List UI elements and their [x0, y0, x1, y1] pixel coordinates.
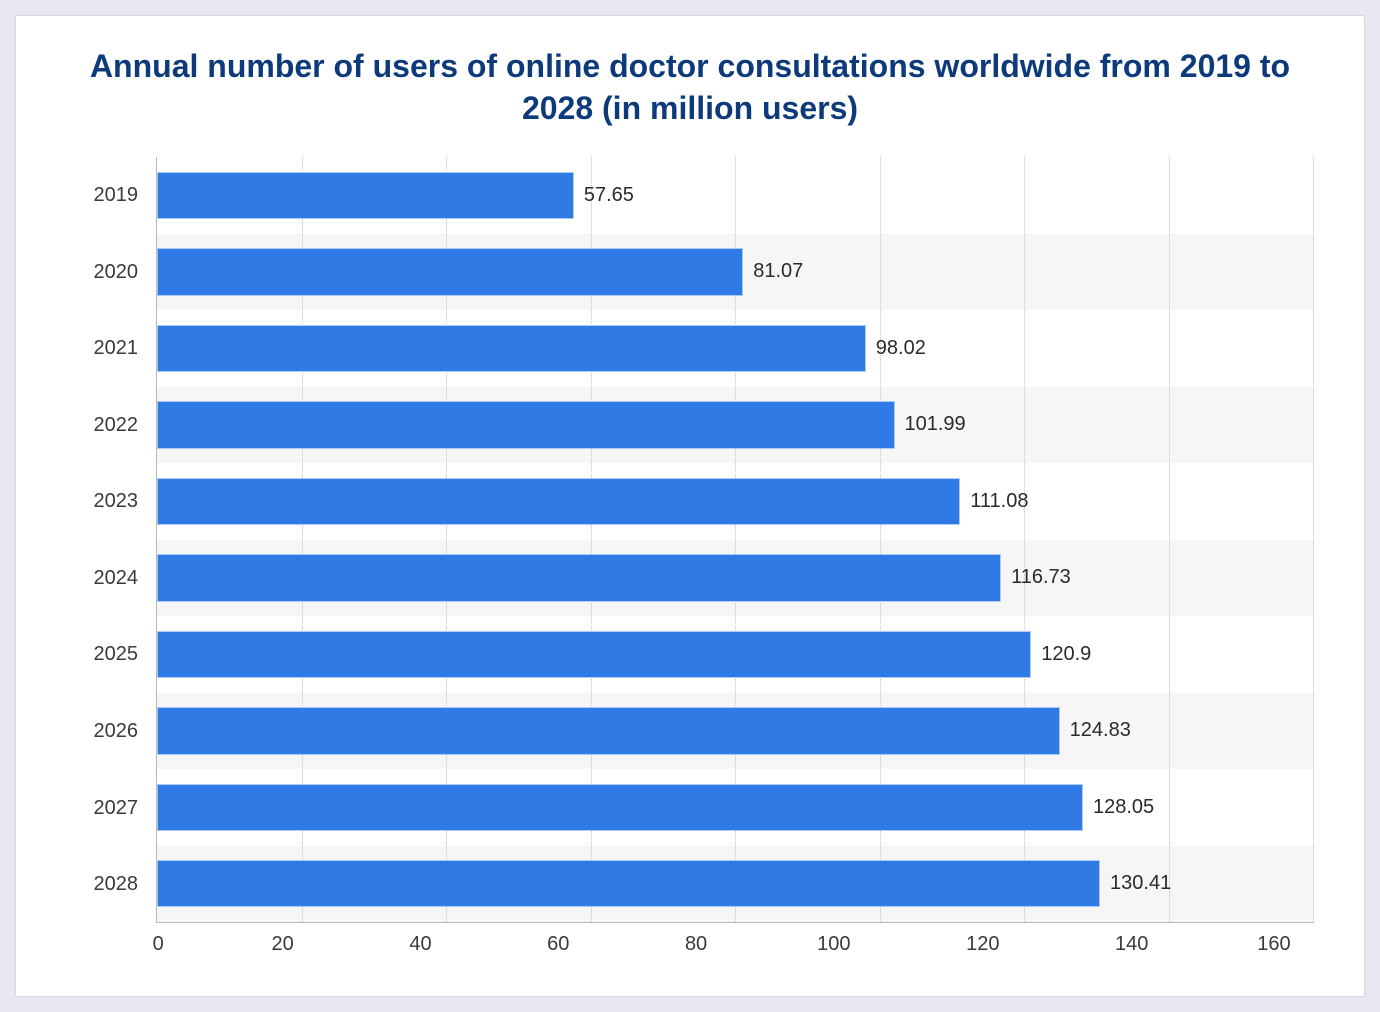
x-axis-tick: 80 — [685, 933, 707, 956]
bar — [157, 784, 1083, 831]
bar — [157, 860, 1100, 907]
bar — [157, 631, 1031, 678]
bar-value-label: 57.65 — [584, 184, 634, 207]
y-axis-label: 2023 — [66, 490, 138, 513]
x-axis-tick: 40 — [409, 933, 431, 956]
bars-area: 2019 2020 2021 2022 2023 2024 2025 2026 2027 2028… — [66, 157, 1314, 923]
bar-row: 57.65 — [157, 157, 1314, 233]
x-axis-tick: 140 — [1115, 933, 1148, 956]
bar-row: 120.9 — [157, 616, 1314, 692]
y-axis-labels: 2019 2020 2021 2022 2023 2024 2025 2026 2027 2028 — [66, 157, 156, 923]
bar-row: 81.07 — [157, 234, 1314, 310]
x-axis: 0 20 40 60 80 100 120 140 160 — [66, 923, 1314, 956]
bar — [157, 248, 743, 295]
x-axis-tick: 60 — [547, 933, 569, 956]
bar-row: 98.02 — [157, 310, 1314, 386]
bar-row: 130.41 — [157, 846, 1314, 922]
chart-card: Annual number of users of online doctor … — [15, 15, 1365, 997]
bar-value-label: 116.73 — [1011, 566, 1071, 589]
bar-value-label: 101.99 — [905, 413, 966, 436]
bar — [157, 707, 1060, 754]
x-axis-tick: 100 — [817, 933, 850, 956]
bar-value-label: 81.07 — [753, 260, 803, 283]
bar-value-label: 128.05 — [1093, 796, 1154, 819]
x-axis-tick: 0 — [153, 933, 164, 956]
bar — [157, 325, 866, 372]
y-axis-label: 2019 — [66, 184, 138, 207]
bar-rows: 57.65 81.07 98.02 101.99 111.08 116.73 120.9 12… — [157, 157, 1314, 922]
chart-area: 2019 2020 2021 2022 2023 2024 2025 2026 2027 2028… — [66, 157, 1314, 956]
bar — [157, 554, 1001, 601]
x-axis-tick: 20 — [272, 933, 294, 956]
bar-row: 101.99 — [157, 387, 1314, 463]
bar-value-label: 111.08 — [970, 490, 1028, 513]
y-axis-label: 2024 — [66, 567, 138, 590]
x-axis-tick: 120 — [966, 933, 999, 956]
bar — [157, 172, 574, 219]
y-axis-label: 2027 — [66, 797, 138, 820]
bar-row: 111.08 — [157, 463, 1314, 539]
chart-title: Annual number of users of online doctor … — [66, 46, 1314, 129]
bar-value-label: 120.9 — [1041, 643, 1091, 666]
plot-region: 57.65 81.07 98.02 101.99 111.08 116.73 120.9 12… — [156, 157, 1314, 923]
bar-value-label: 98.02 — [876, 337, 926, 360]
bar — [157, 478, 960, 525]
bar-row: 116.73 — [157, 540, 1314, 616]
y-axis-label: 2020 — [66, 261, 138, 284]
bar-value-label: 130.41 — [1110, 872, 1171, 895]
bar-row: 124.83 — [157, 693, 1314, 769]
y-axis-label: 2025 — [66, 643, 138, 666]
y-axis-label: 2021 — [66, 337, 138, 360]
y-axis-label: 2022 — [66, 414, 138, 437]
x-axis-tick: 160 — [1257, 933, 1290, 956]
y-axis-label: 2028 — [66, 873, 138, 896]
y-axis-label: 2026 — [66, 720, 138, 743]
bar — [157, 401, 895, 448]
bar-value-label: 124.83 — [1070, 719, 1131, 742]
x-axis-ticks: 0 20 40 60 80 100 120 140 160 — [156, 923, 1314, 956]
bar-row: 128.05 — [157, 769, 1314, 845]
